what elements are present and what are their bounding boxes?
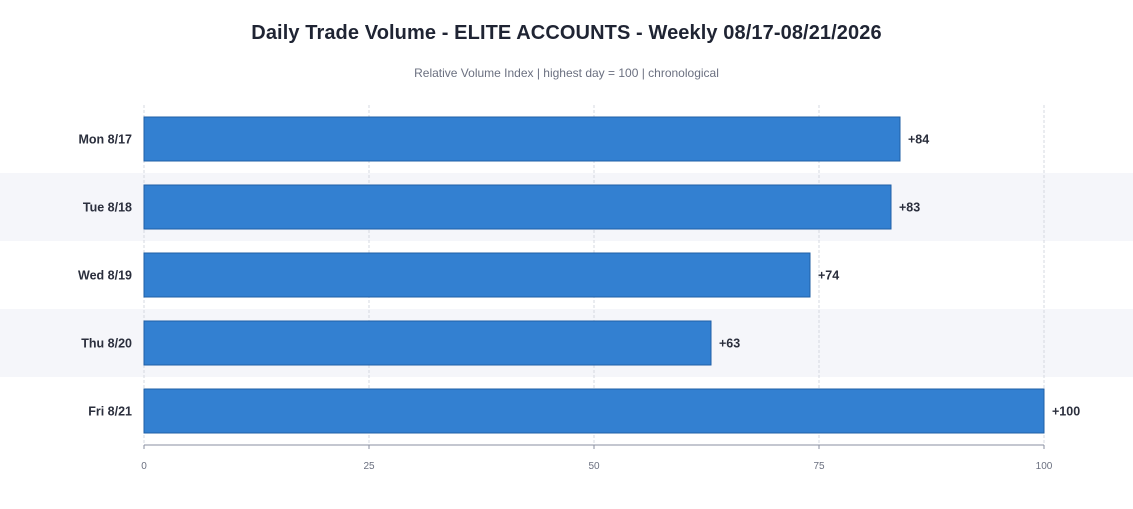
- bar: [143, 252, 811, 298]
- bar: [143, 320, 712, 366]
- value-label: +63: [719, 337, 740, 351]
- value-label: +100: [1052, 405, 1080, 419]
- value-label: +83: [899, 201, 920, 215]
- category-label: Wed 8/19: [78, 269, 132, 283]
- x-tick-label: 75: [813, 461, 825, 472]
- value-label: +84: [908, 133, 929, 147]
- category-label: Tue 8/18: [83, 201, 132, 215]
- value-label: +74: [818, 269, 839, 283]
- x-tick-label: 50: [588, 461, 600, 472]
- x-tick-label: 0: [141, 461, 147, 472]
- chart-title: Daily Trade Volume - ELITE ACCOUNTS - We…: [251, 22, 882, 44]
- category-label: Mon 8/17: [79, 133, 133, 147]
- bar: [143, 388, 1045, 434]
- category-label: Fri 8/21: [88, 405, 132, 419]
- x-tick-label: 100: [1036, 461, 1053, 472]
- bar: [143, 116, 901, 162]
- x-tick-label: 25: [363, 461, 375, 472]
- chart-subtitle: Relative Volume Index | highest day = 10…: [414, 66, 719, 80]
- category-label: Thu 8/20: [81, 337, 132, 351]
- bar: [143, 184, 892, 230]
